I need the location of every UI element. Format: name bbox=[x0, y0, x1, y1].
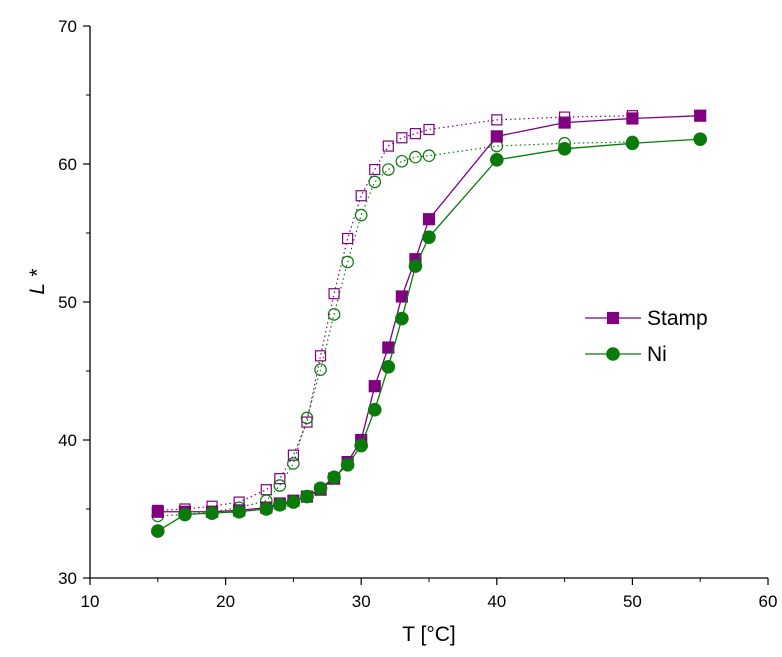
data-point bbox=[409, 150, 422, 164]
legend-label: Ni bbox=[647, 343, 667, 366]
data-point bbox=[422, 213, 436, 226]
data-point bbox=[287, 457, 300, 470]
data-point bbox=[300, 489, 314, 504]
data-point bbox=[625, 136, 640, 151]
data-point bbox=[422, 230, 436, 244]
axes: 10 20 30 40 50 60 30 40 50 60 70 bbox=[58, 17, 777, 611]
data-point bbox=[693, 132, 707, 146]
data-point bbox=[340, 458, 355, 472]
legend-marker bbox=[606, 347, 620, 361]
legend-label: Stamp bbox=[647, 307, 708, 330]
series-line bbox=[157, 138, 701, 532]
x-tick-label: 60 bbox=[759, 592, 778, 611]
data-point bbox=[355, 190, 367, 202]
series-circle-hollow bbox=[151, 135, 639, 523]
data-point bbox=[327, 308, 341, 321]
data-point bbox=[396, 132, 408, 144]
data-point bbox=[694, 109, 707, 122]
y-tick-label: 60 bbox=[58, 155, 77, 174]
data-point bbox=[354, 438, 368, 453]
x-tick-label: 20 bbox=[216, 592, 235, 611]
series-ni bbox=[151, 132, 707, 538]
data-point bbox=[558, 116, 571, 129]
legend-marker bbox=[606, 311, 620, 325]
x-axis-label: T [°C] bbox=[402, 623, 456, 646]
data-point bbox=[151, 524, 165, 538]
x-tick-label: 10 bbox=[81, 592, 100, 611]
y-axis-label: L * bbox=[26, 269, 49, 295]
data-point bbox=[382, 163, 395, 176]
data-point bbox=[490, 130, 503, 143]
legend-item-ni: Ni bbox=[585, 343, 667, 366]
data-point bbox=[382, 140, 394, 152]
data-point bbox=[286, 495, 301, 509]
y-tick-label: 40 bbox=[58, 431, 77, 450]
data-point bbox=[328, 288, 340, 300]
data-point bbox=[300, 411, 314, 425]
data-point bbox=[327, 470, 341, 485]
data-point bbox=[205, 506, 219, 520]
plot-area bbox=[151, 109, 707, 538]
data-point bbox=[408, 259, 423, 273]
series-stamp bbox=[151, 109, 707, 518]
legend: Stamp Ni bbox=[585, 307, 708, 366]
data-point bbox=[287, 449, 299, 461]
data-point bbox=[273, 498, 287, 512]
data-point bbox=[260, 484, 272, 496]
series-line bbox=[157, 115, 633, 511]
data-point bbox=[232, 504, 246, 519]
data-point bbox=[341, 255, 354, 269]
data-point bbox=[151, 505, 164, 518]
data-point bbox=[491, 114, 503, 126]
data-point bbox=[354, 208, 368, 222]
data-point bbox=[489, 153, 504, 167]
data-point bbox=[422, 149, 436, 163]
data-point bbox=[313, 481, 328, 496]
y-tick-label: 50 bbox=[58, 293, 77, 312]
y-tick-label: 70 bbox=[58, 17, 77, 36]
data-point bbox=[557, 142, 572, 156]
x-tick-label: 30 bbox=[352, 592, 371, 611]
data-point bbox=[274, 473, 286, 485]
data-point bbox=[314, 350, 327, 362]
y-tick-label: 30 bbox=[58, 569, 77, 588]
data-point bbox=[395, 154, 409, 168]
data-point bbox=[342, 232, 354, 245]
data-point bbox=[367, 402, 382, 417]
data-point bbox=[314, 363, 327, 376]
data-point bbox=[626, 112, 639, 125]
x-tick-label: 40 bbox=[487, 592, 506, 611]
data-point bbox=[409, 128, 422, 140]
data-point bbox=[301, 416, 313, 428]
data-point bbox=[259, 502, 274, 516]
data-point bbox=[368, 175, 382, 189]
data-point bbox=[273, 479, 287, 492]
data-point bbox=[395, 311, 409, 326]
legend-item-stamp: Stamp bbox=[585, 307, 708, 330]
data-point bbox=[368, 380, 381, 393]
data-point bbox=[423, 123, 435, 136]
data-point bbox=[381, 360, 396, 374]
series-square-hollow bbox=[152, 110, 639, 516]
data-point bbox=[178, 507, 192, 522]
data-point bbox=[369, 163, 381, 176]
data-point bbox=[395, 290, 408, 303]
x-tick-label: 50 bbox=[623, 592, 642, 611]
series-line bbox=[157, 141, 633, 517]
